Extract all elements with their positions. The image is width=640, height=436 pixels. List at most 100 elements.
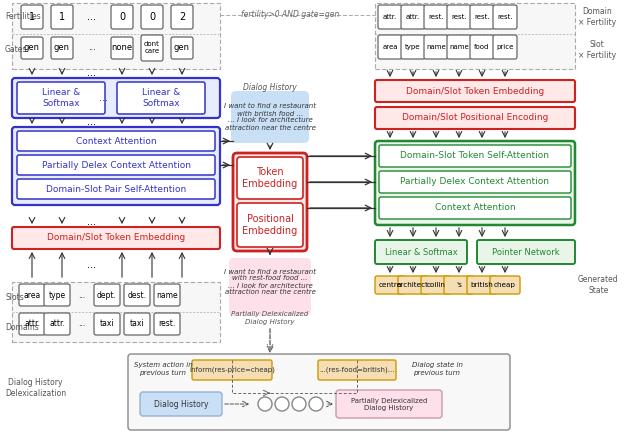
Text: dest.: dest. <box>127 290 147 300</box>
Text: rest.: rest. <box>451 14 467 20</box>
FancyBboxPatch shape <box>318 360 396 380</box>
FancyBboxPatch shape <box>375 107 575 129</box>
Text: Partially Delexicalized
Dialog History: Partially Delexicalized Dialog History <box>232 311 308 325</box>
FancyBboxPatch shape <box>19 284 45 306</box>
Text: 2: 2 <box>179 12 185 22</box>
FancyBboxPatch shape <box>375 141 575 225</box>
Text: Generated
State: Generated State <box>578 275 619 295</box>
Text: Linear & Softmax: Linear & Softmax <box>385 248 458 256</box>
Text: Domain/Slot Token Embedding: Domain/Slot Token Embedding <box>47 234 185 242</box>
Text: gen: gen <box>174 44 190 52</box>
Text: dept.: dept. <box>97 290 117 300</box>
FancyBboxPatch shape <box>379 197 571 219</box>
FancyBboxPatch shape <box>493 35 517 59</box>
FancyBboxPatch shape <box>44 313 70 335</box>
Text: Partially Delex Context Attention: Partially Delex Context Attention <box>401 177 550 187</box>
FancyBboxPatch shape <box>17 155 215 175</box>
FancyBboxPatch shape <box>17 82 105 114</box>
Ellipse shape <box>292 397 306 411</box>
Text: Context Attention: Context Attention <box>76 136 156 146</box>
Text: rest.: rest. <box>474 14 490 20</box>
Text: area: area <box>24 290 40 300</box>
FancyBboxPatch shape <box>44 284 70 306</box>
Text: centre: centre <box>378 282 402 288</box>
Text: Domain
× Fertility: Domain × Fertility <box>578 7 616 27</box>
Text: inform(res-price=cheap): inform(res-price=cheap) <box>189 367 275 373</box>
FancyBboxPatch shape <box>124 313 150 335</box>
FancyBboxPatch shape <box>229 258 311 316</box>
Text: Linear &
Softmax: Linear & Softmax <box>142 89 180 108</box>
Text: Slot
× Fertility: Slot × Fertility <box>578 40 616 60</box>
FancyBboxPatch shape <box>51 5 73 29</box>
FancyBboxPatch shape <box>17 179 215 199</box>
FancyBboxPatch shape <box>111 5 133 29</box>
FancyBboxPatch shape <box>379 145 571 167</box>
Text: ...: ... <box>88 260 97 270</box>
FancyBboxPatch shape <box>378 35 402 59</box>
Text: I want to find a restaurant
with british food ...
... I look for architecture
at: I want to find a restaurant with british… <box>224 103 316 130</box>
FancyBboxPatch shape <box>470 35 494 59</box>
Text: name: name <box>426 44 446 50</box>
Text: attr.: attr. <box>24 320 40 328</box>
Text: dont
care: dont care <box>144 41 160 54</box>
FancyBboxPatch shape <box>12 227 220 249</box>
Text: british: british <box>470 282 493 288</box>
FancyBboxPatch shape <box>424 35 448 59</box>
Text: ...: ... <box>88 217 97 227</box>
Ellipse shape <box>275 397 289 411</box>
Text: 1: 1 <box>29 12 35 22</box>
Text: ...: ... <box>79 320 86 328</box>
FancyBboxPatch shape <box>141 35 163 61</box>
Text: Domain-Slot Pair Self-Attention: Domain-Slot Pair Self-Attention <box>46 184 186 194</box>
Text: food: food <box>474 44 490 50</box>
Text: ...: ... <box>88 12 97 22</box>
Text: Partially Delexicalized
Dialog History: Partially Delexicalized Dialog History <box>351 398 427 411</box>
Text: none: none <box>111 44 132 52</box>
FancyBboxPatch shape <box>171 37 193 59</box>
FancyBboxPatch shape <box>51 37 73 59</box>
Text: attr.: attr. <box>383 14 397 20</box>
FancyBboxPatch shape <box>379 171 571 193</box>
FancyBboxPatch shape <box>490 276 520 294</box>
Ellipse shape <box>309 397 323 411</box>
Text: attr.: attr. <box>49 320 65 328</box>
Text: Partially Delex Context Attention: Partially Delex Context Attention <box>42 160 191 170</box>
Text: Gates: Gates <box>5 45 28 54</box>
FancyBboxPatch shape <box>401 35 425 59</box>
FancyBboxPatch shape <box>124 284 150 306</box>
FancyBboxPatch shape <box>21 37 43 59</box>
Text: ...: ... <box>88 117 97 127</box>
Text: Context Attention: Context Attention <box>435 204 515 212</box>
Text: architect: architect <box>397 282 429 288</box>
FancyBboxPatch shape <box>401 5 425 29</box>
FancyBboxPatch shape <box>94 313 120 335</box>
FancyBboxPatch shape <box>141 5 163 29</box>
Text: 's: 's <box>456 282 462 288</box>
Text: taxi: taxi <box>100 320 115 328</box>
Text: Dialog History
Delexicalization: Dialog History Delexicalization <box>5 378 66 398</box>
Text: cheap: cheap <box>494 282 516 288</box>
FancyBboxPatch shape <box>17 131 215 151</box>
FancyBboxPatch shape <box>12 127 220 205</box>
Text: Linear &
Softmax: Linear & Softmax <box>42 89 80 108</box>
FancyBboxPatch shape <box>237 203 303 247</box>
Text: ...: ... <box>79 290 86 300</box>
Text: gen: gen <box>24 44 40 52</box>
FancyBboxPatch shape <box>375 276 405 294</box>
FancyBboxPatch shape <box>21 5 43 29</box>
Text: Domains: Domains <box>5 323 39 331</box>
FancyBboxPatch shape <box>447 5 471 29</box>
Text: taxi: taxi <box>130 320 144 328</box>
Text: 1: 1 <box>59 12 65 22</box>
FancyBboxPatch shape <box>421 276 451 294</box>
Text: rest.: rest. <box>158 320 175 328</box>
FancyBboxPatch shape <box>154 284 180 306</box>
Text: Slots: Slots <box>5 293 24 302</box>
FancyBboxPatch shape <box>111 37 133 59</box>
FancyBboxPatch shape <box>447 35 471 59</box>
Text: Token
Embedding: Token Embedding <box>243 167 298 189</box>
FancyBboxPatch shape <box>171 5 193 29</box>
Text: Domain/Slot Token Embedding: Domain/Slot Token Embedding <box>406 86 544 95</box>
FancyBboxPatch shape <box>231 91 309 143</box>
FancyBboxPatch shape <box>233 153 307 251</box>
